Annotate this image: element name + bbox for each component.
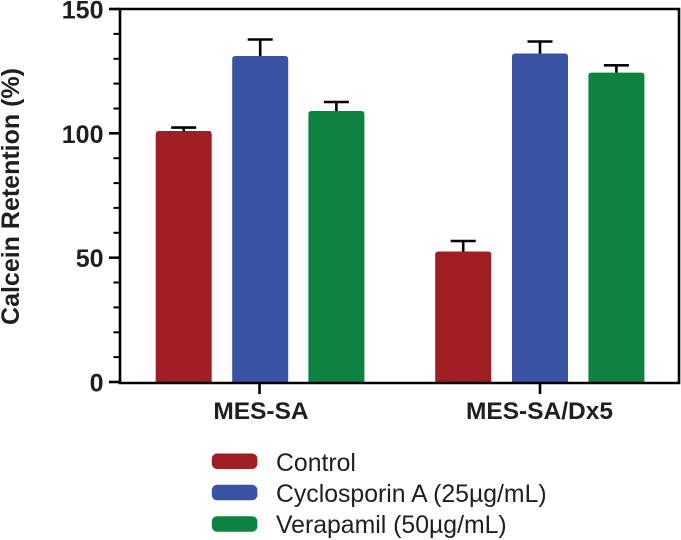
svg-text:MES-SA: MES-SA	[213, 398, 309, 425]
svg-text:150: 150	[62, 0, 104, 25]
svg-text:MES-SA/Dx5: MES-SA/Dx5	[466, 398, 613, 425]
svg-text:Verapamil (50µg/mL): Verapamil (50µg/mL)	[276, 512, 507, 539]
svg-text:0: 0	[90, 370, 104, 398]
svg-text:50: 50	[76, 245, 104, 273]
svg-text:Calcein Retention (%): Calcein Retention (%)	[0, 68, 25, 325]
svg-text:Control: Control	[276, 450, 356, 477]
svg-text:100: 100	[62, 121, 104, 149]
svg-text:Cyclosporin A (25µg/mL): Cyclosporin A (25µg/mL)	[276, 481, 547, 508]
